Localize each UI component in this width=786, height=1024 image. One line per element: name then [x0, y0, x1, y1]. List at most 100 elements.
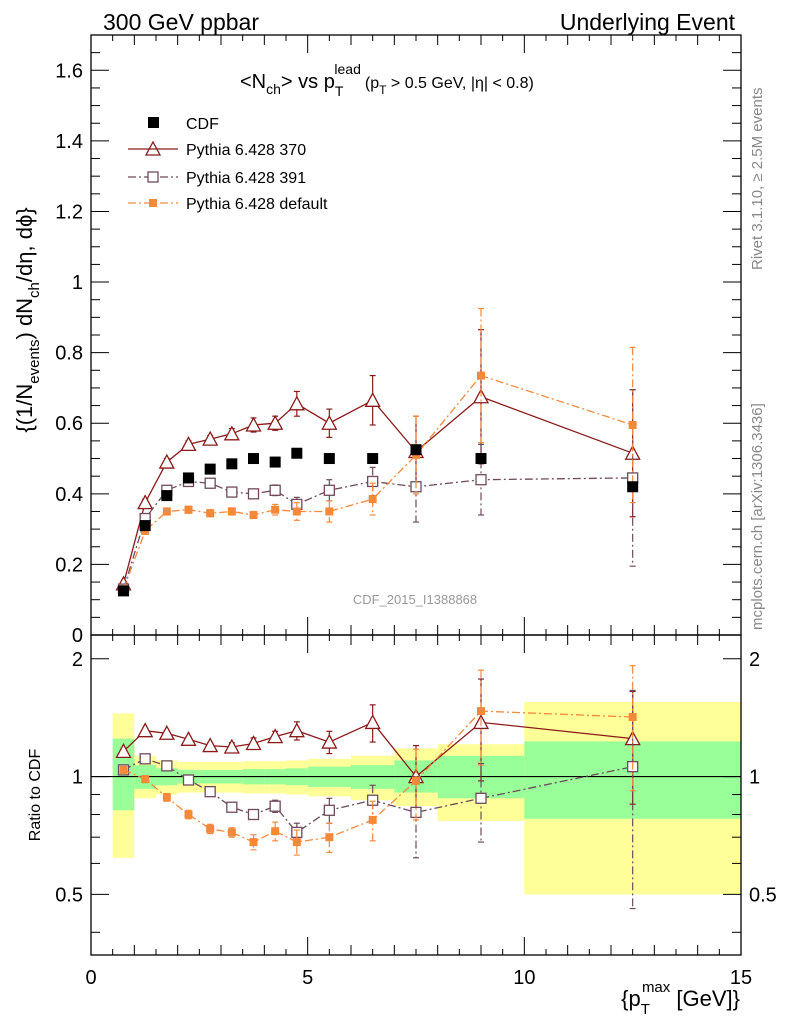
- top-point-p391: [323, 484, 335, 496]
- legend-label-pdef: Pythia 6.428 default: [186, 196, 328, 213]
- top-point-pdef: [271, 505, 280, 514]
- legend-marker-pdef: [149, 199, 157, 207]
- top-point-cdf: [248, 453, 259, 465]
- ratio-point-p370: [267, 728, 284, 744]
- top-point-pdef: [206, 509, 215, 518]
- top-point-pdef: [368, 495, 377, 504]
- y-tick-label: 0.2: [55, 554, 83, 576]
- y-tick-label: 1.2: [55, 201, 83, 223]
- ratio-point-p370: [223, 738, 240, 754]
- top-point-cdf: [323, 453, 335, 465]
- ratio-point-pdef: [271, 827, 280, 836]
- legend-label-p391: Pythia 6.428 391: [186, 170, 306, 187]
- mcplots-label: mcplots.cern.ch [arXiv:1306.3436]: [749, 403, 766, 630]
- top-point-pdef: [477, 371, 485, 380]
- ratio-y-tick-label-right: 2: [749, 649, 760, 671]
- ratio-y-tick-label-right: 0.5: [749, 884, 777, 906]
- legend-label-cdf: CDF: [186, 116, 219, 133]
- top-point-p370: [288, 395, 305, 411]
- y-tick-label: 0.6: [55, 413, 83, 435]
- ratio-y-tick-label: 0.5: [55, 884, 83, 906]
- legend: CDF Pythia 6.428 370 Pythia 6.428 391 Py…: [128, 116, 328, 213]
- top-point-cdf: [204, 463, 216, 475]
- top-point-p370: [245, 416, 262, 432]
- ratio-point-pdef: [162, 793, 171, 802]
- top-point-pdef: [628, 421, 637, 429]
- ratio-y-tick-label-right: 1: [749, 767, 760, 789]
- top-point-pdef: [162, 507, 171, 516]
- ratio-point-pdef: [325, 833, 334, 842]
- top-point-pdef: [184, 505, 193, 514]
- ratio-point-p370: [115, 742, 132, 758]
- top-point-pdef: [325, 507, 334, 516]
- top-point-pdef: [249, 511, 258, 519]
- ratio-point-pdef: [249, 838, 258, 847]
- ratio-point-p370: [245, 735, 262, 751]
- ratio-point-p391: [226, 801, 238, 813]
- top-point-p370: [321, 414, 338, 430]
- x-axis-label: {pTmax [GeV]}: [621, 979, 740, 1018]
- x-tick-label: 5: [302, 967, 313, 989]
- y-tick-label: 0: [72, 625, 83, 647]
- ratio-point-p391: [247, 808, 260, 821]
- y-tick-label: 0.8: [55, 343, 83, 365]
- ratio-point-pdef: [227, 828, 236, 837]
- ratio-point-pdef: [184, 810, 193, 819]
- top-point-p391: [226, 486, 238, 498]
- top-point-cdf: [118, 585, 129, 597]
- top-panel: 0 0.2 0.4 0.6 0.8 1 1.2 1.4 1.6: [55, 34, 742, 647]
- top-point-p370: [180, 436, 197, 452]
- y-tick-label: 1.6: [55, 60, 83, 82]
- ratio-series-line-pdef: [123, 710, 633, 843]
- top-point-cdf: [139, 520, 151, 532]
- ratio-point-pdef: [628, 712, 637, 721]
- ratio-point-pdef: [412, 776, 420, 785]
- top-point-p391: [247, 488, 260, 500]
- ratio-point-p370: [364, 714, 381, 730]
- top-point-cdf: [161, 490, 173, 502]
- top-series-line-p391: [122, 477, 633, 590]
- top-point-cdf: [269, 456, 281, 468]
- top-series-line-p370: [122, 396, 633, 584]
- top-point-p370: [267, 414, 284, 430]
- ratio-point-p370: [202, 737, 219, 753]
- legend-marker-p370: [144, 140, 162, 156]
- top-point-p391: [204, 477, 216, 489]
- y-tick-label: 0.4: [55, 484, 83, 506]
- header-left: 300 GeV ppbar: [103, 9, 259, 35]
- ratio-point-p370: [288, 722, 305, 738]
- x-tick-label: 15: [730, 967, 752, 989]
- top-point-p370: [364, 391, 381, 407]
- ratio-point-p391: [475, 792, 487, 804]
- y-axis-label-top: {(1/Nevents) dNch/dη, dϕ}: [12, 207, 43, 432]
- top-point-p370: [137, 494, 154, 510]
- legend-marker-p391: [147, 171, 159, 183]
- ratio-point-p391: [204, 786, 216, 798]
- analysis-watermark: CDF_2015_I1388868: [353, 592, 477, 607]
- plot-title: <Nch> vs pTlead(pT > 0.5 GeV, |η| < 0.8): [240, 61, 534, 99]
- legend-label-p370: Pythia 6.428 370: [186, 142, 306, 159]
- ratio-point-pdef: [368, 815, 377, 824]
- top-point-p370: [202, 430, 219, 446]
- top-point-cdf: [367, 453, 379, 465]
- ratio-point-p370: [321, 733, 338, 749]
- rivet-label: Rivet 3.1.10, ≥ 2.5M events: [749, 88, 766, 271]
- legend-marker-cdf: [148, 117, 159, 128]
- ratio-point-p370: [180, 730, 197, 746]
- top-point-cdf: [183, 472, 194, 484]
- top-point-cdf: [475, 453, 487, 465]
- ratio-y-tick-label: 2: [72, 649, 83, 671]
- y-tick-label: 1: [72, 272, 83, 294]
- x-tick-label: 10: [513, 967, 535, 989]
- ratio-panel: 0 5 10 15 0.5 0.5 1 1 2 2: [55, 634, 777, 989]
- top-point-p370: [158, 453, 175, 469]
- top-point-p391: [475, 474, 487, 486]
- top-point-cdf: [410, 444, 422, 456]
- x-tick-label: 0: [85, 967, 96, 989]
- y-tick-label: 1.4: [55, 131, 83, 153]
- ratio-point-p391: [161, 760, 173, 772]
- top-point-cdf: [627, 481, 639, 493]
- ratio-point-p391: [182, 774, 195, 786]
- top-point-p370: [223, 425, 240, 441]
